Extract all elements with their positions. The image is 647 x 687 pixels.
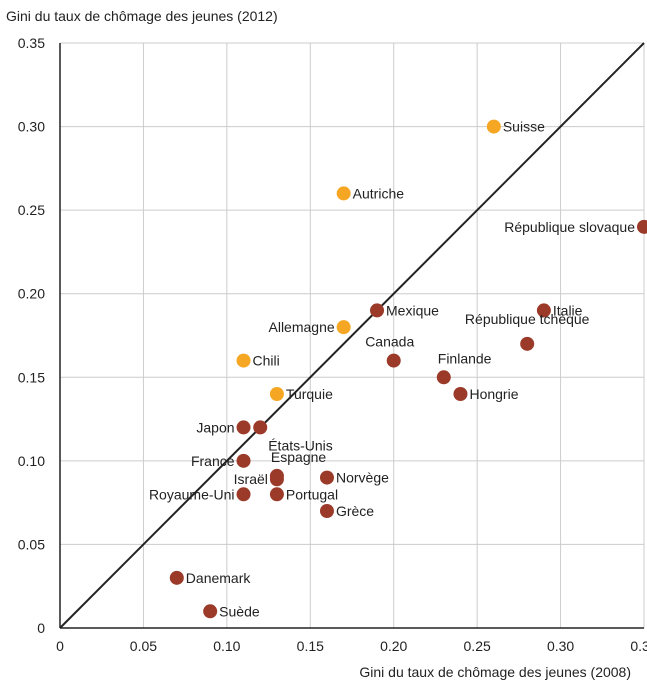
data-point: [319, 470, 334, 485]
data-point: [269, 472, 284, 487]
data-label: Allemagne: [269, 319, 335, 335]
data-point: [253, 420, 268, 435]
data-label: Finlande: [438, 350, 492, 366]
y-tick-label: 0: [37, 620, 45, 636]
data-label: Japon: [196, 419, 234, 435]
y-axis-title: Gini du taux de chômage des jeunes (2012…: [6, 8, 278, 24]
data-label: Canada: [365, 334, 414, 350]
data-point: [236, 353, 251, 368]
data-label: Hongrie: [469, 386, 518, 402]
y-tick-label: 0.10: [18, 453, 45, 469]
y-tick-label: 0.25: [18, 202, 45, 218]
y-tick-label: 0.20: [18, 286, 45, 302]
data-point: [169, 570, 184, 585]
data-point: [453, 387, 468, 401]
data-label: République slovaque: [504, 219, 635, 235]
data-point: [336, 186, 351, 201]
data-label: Autriche: [353, 185, 405, 201]
y-tick-label: 0.15: [18, 369, 45, 385]
data-point: [486, 119, 501, 134]
data-point: [236, 453, 251, 468]
x-tick-label: 0.15: [297, 638, 324, 654]
data-label: République tchèque: [465, 311, 590, 327]
data-label: Mexique: [386, 302, 439, 318]
data-label: Turquie: [286, 386, 333, 402]
y-tick-label: 0.05: [18, 536, 45, 552]
data-point: [336, 320, 351, 335]
data-label: Portugal: [286, 486, 338, 502]
data-label: Norvège: [336, 470, 389, 486]
data-label: Espagne: [271, 449, 326, 465]
x-tick-label: 0.10: [213, 638, 240, 654]
data-point: [269, 487, 284, 502]
diagonal-line: [59, 42, 645, 629]
data-label: Grèce: [336, 503, 374, 519]
data-label: Italie: [553, 302, 583, 318]
x-tick-label: 0.35: [630, 638, 647, 654]
data-point: [520, 336, 535, 351]
data-point: [236, 487, 251, 502]
x-axis-title: Gini du taux de chômage des jeunes (2008…: [359, 664, 631, 680]
data-point: [386, 353, 401, 368]
data-label: France: [191, 453, 235, 469]
y-tick-label: 0.35: [18, 35, 45, 51]
x-tick-label: 0: [56, 638, 64, 654]
data-point: [236, 420, 251, 435]
data-point: [637, 219, 647, 234]
y-tick-label: 0.30: [18, 119, 45, 135]
data-point: [319, 504, 334, 518]
data-point: [269, 387, 284, 401]
data-point: [203, 604, 218, 619]
data-label: Israël: [234, 471, 268, 487]
x-tick-label: 0.20: [380, 638, 407, 654]
data-label: États-Unis: [268, 437, 333, 453]
data-point: [536, 303, 551, 318]
data-label: Danemark: [186, 570, 252, 586]
x-tick-label: 0.05: [130, 638, 157, 654]
x-tick-label: 0.30: [547, 638, 574, 654]
data-label: Chili: [253, 353, 280, 369]
data-point: [370, 303, 385, 318]
x-tick-label: 0.25: [464, 638, 491, 654]
data-point: [436, 370, 451, 385]
data-label: Suède: [219, 603, 260, 619]
data-label: Royaume-Uni: [149, 486, 235, 502]
data-label: Suisse: [503, 119, 545, 135]
